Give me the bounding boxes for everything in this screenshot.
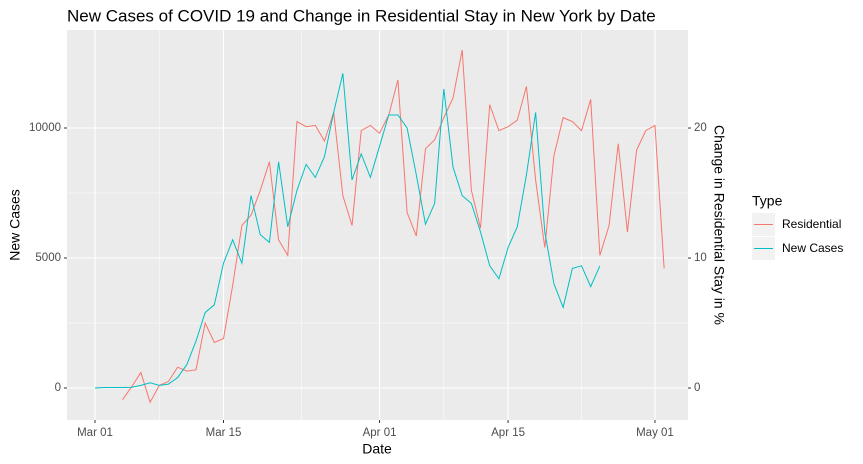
y-tick-label: 10000 <box>29 122 61 134</box>
y2-tick-label: 20 <box>694 122 707 134</box>
x-tick-label: Apr 01 <box>363 427 397 439</box>
y-tick-label: 0 <box>55 382 61 394</box>
y-axis-label: New Cases <box>7 189 23 261</box>
line-series <box>122 49 665 404</box>
y2-axis-label: Change in Residential Stay in % <box>711 125 727 325</box>
x-tick-label: Mar 01 <box>77 427 113 439</box>
legend-label: New Cases <box>782 241 843 255</box>
y-tick-label: 5000 <box>35 252 61 264</box>
panel <box>67 30 688 420</box>
line-series <box>94 73 601 389</box>
y2-tick-label: 10 <box>694 252 707 264</box>
legend-title: Type <box>752 193 783 209</box>
x-tick-label: Mar 15 <box>206 427 242 439</box>
x-axis-label: Date <box>362 441 392 457</box>
x-tick-label: May 01 <box>636 427 674 439</box>
y2-tick-label: 0 <box>694 382 700 394</box>
legend-label: Residential <box>782 217 841 231</box>
x-tick-label: Apr 15 <box>491 427 525 439</box>
chart-title: New Cases of COVID 19 and Change in Resi… <box>67 6 656 25</box>
